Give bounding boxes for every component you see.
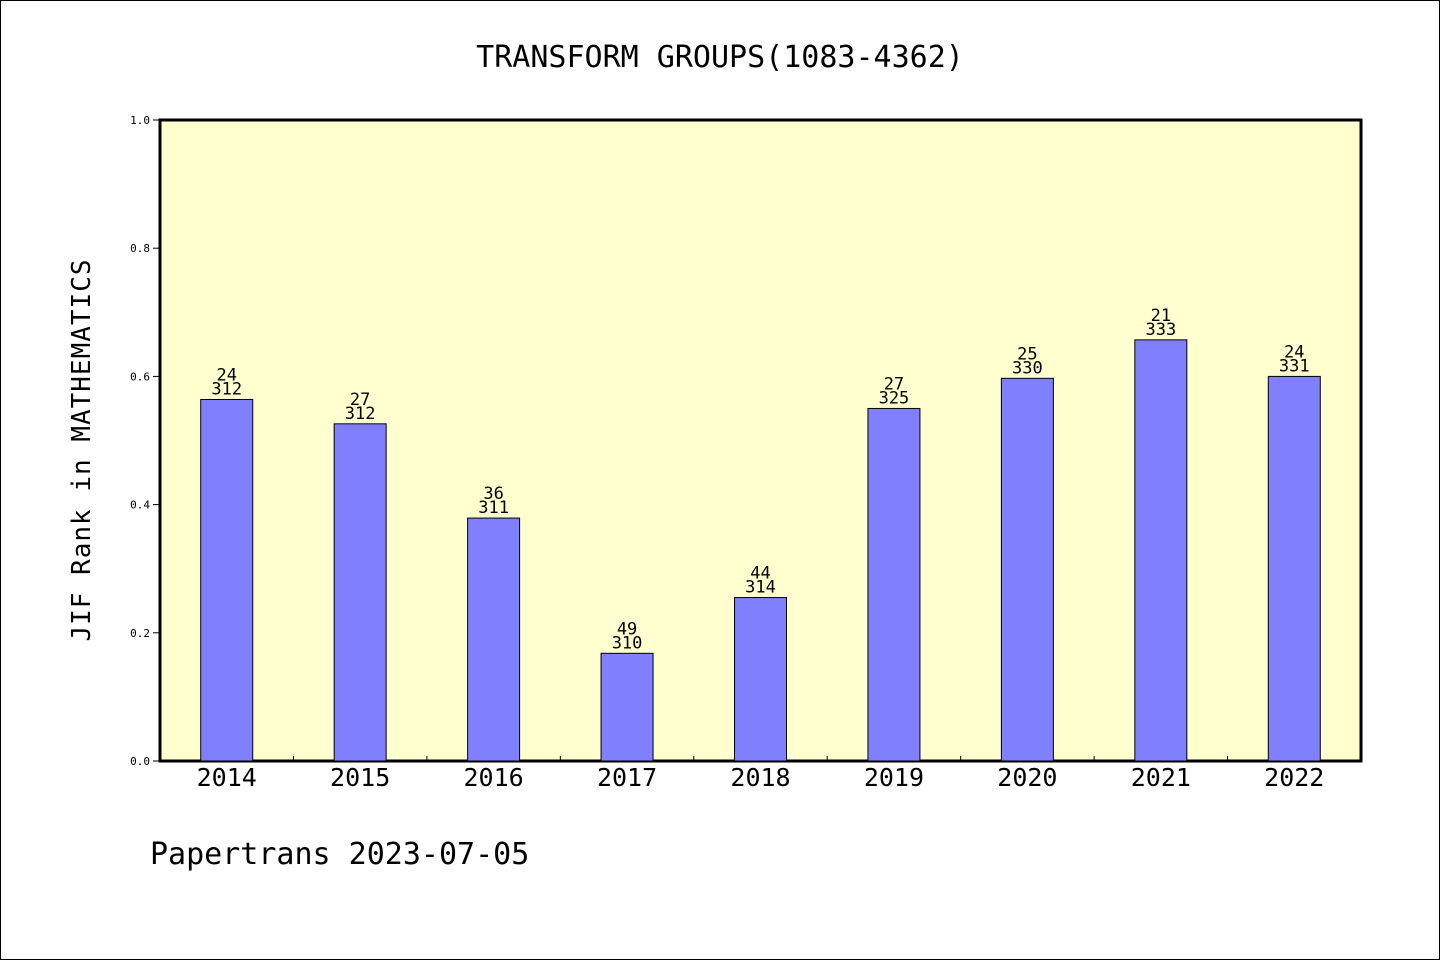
x-tick-label: 2015 [330,763,390,792]
x-tick-label: 2017 [597,763,657,792]
bar-rank-label: 49 [617,619,637,639]
x-tick-label: 2018 [730,763,790,792]
bar-2017 [600,652,654,762]
bar-total-label: 312 [345,404,376,424]
y-tick-label: 0.0 [130,755,150,768]
bar-total-label: 312 [211,379,242,399]
x-tick-label: 2019 [864,763,924,792]
x-tick-label: 2020 [997,763,1057,792]
bar-2021 [1134,339,1188,762]
bars [200,339,1321,762]
y-tick-label: 0.8 [130,242,150,255]
bar-2019 [867,407,921,762]
bar-2014 [200,398,254,762]
bar-rank-label: 36 [483,484,503,504]
bar-total-label: 311 [478,498,509,518]
x-tick-label: 2014 [197,763,257,792]
y-tick-label: 0.4 [130,499,150,512]
y-axis: 0.0 0.2 0.4 0.6 0.8 1.0 [130,114,160,768]
bar-total-label: 314 [745,578,776,598]
bar-total-label: 310 [612,633,643,653]
bar-rank-label: 44 [750,564,770,584]
bar-rank-label: 24 [1284,342,1304,362]
bar-rank-label: 27 [884,374,904,394]
bar-rank-label: 24 [216,365,236,385]
bar-rank-label: 25 [1017,344,1037,364]
chart-title: TRANSFORM GROUPS(1083-4362) [476,40,964,75]
x-tick-label: 2016 [464,763,524,792]
bar-rank-label: 27 [350,390,370,410]
bar-rank-label: 21 [1151,306,1171,326]
footer-credit: Papertrans 2023-07-05 [150,837,529,872]
bar-total-label: 325 [879,388,910,408]
bar-total-label: 333 [1145,320,1176,340]
bar-2020 [1000,377,1054,762]
x-tick-label: 2022 [1264,763,1324,792]
bar-total-label: 331 [1279,356,1310,376]
y-tick-label: 0.6 [130,370,150,383]
x-tick-label: 2021 [1131,763,1191,792]
x-axis: 2014 2015 2016 2017 2018 2019 2020 2021 2022 [197,756,1324,792]
bar-labels: 2431227312363114931044314273252533021333… [211,306,1309,653]
bar-2018 [734,597,787,762]
bar-total-label: 330 [1012,358,1043,378]
bar-2016 [467,517,521,762]
bar-2015 [333,423,387,762]
bar-2022 [1267,375,1321,762]
y-tick-label: 0.2 [130,627,150,640]
y-axis-label: JIF Rank in MATHEMATICS [67,258,97,641]
y-tick-label: 1.0 [130,114,150,127]
